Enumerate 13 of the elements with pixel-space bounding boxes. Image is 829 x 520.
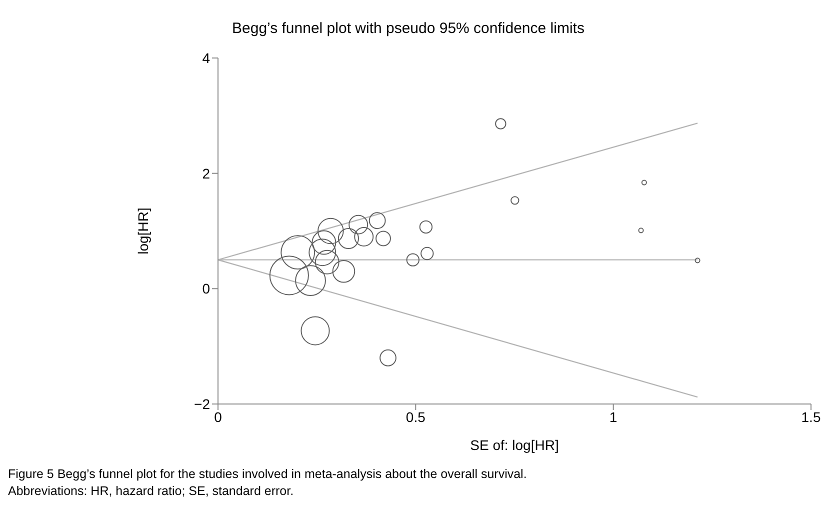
x-tick-label: 1 [609, 408, 618, 425]
x-tick-label: 1.5 [801, 408, 821, 425]
y-tick-label: −2 [194, 396, 210, 412]
y-tick-label: 0 [202, 280, 210, 297]
x-tick-label: 0.5 [406, 408, 426, 425]
chart-title: Begg’s funnel plot with pseudo 95% confidence limits [231, 19, 586, 39]
y-axis-title: log[HR] [134, 208, 151, 254]
y-tick-label: 4 [202, 50, 210, 66]
x-tick-label: 0 [214, 408, 222, 425]
text: Abbreviations: HR, hazard ratio; SE, standard error. [8, 483, 295, 500]
x-axis-title: SE of: log[HR] [470, 437, 559, 453]
caption: Figure 5 Begg’s funnel plot for the studies involved in meta-analysis about the overall survival. [8, 466, 528, 483]
y-tick-label: 2 [202, 165, 210, 182]
